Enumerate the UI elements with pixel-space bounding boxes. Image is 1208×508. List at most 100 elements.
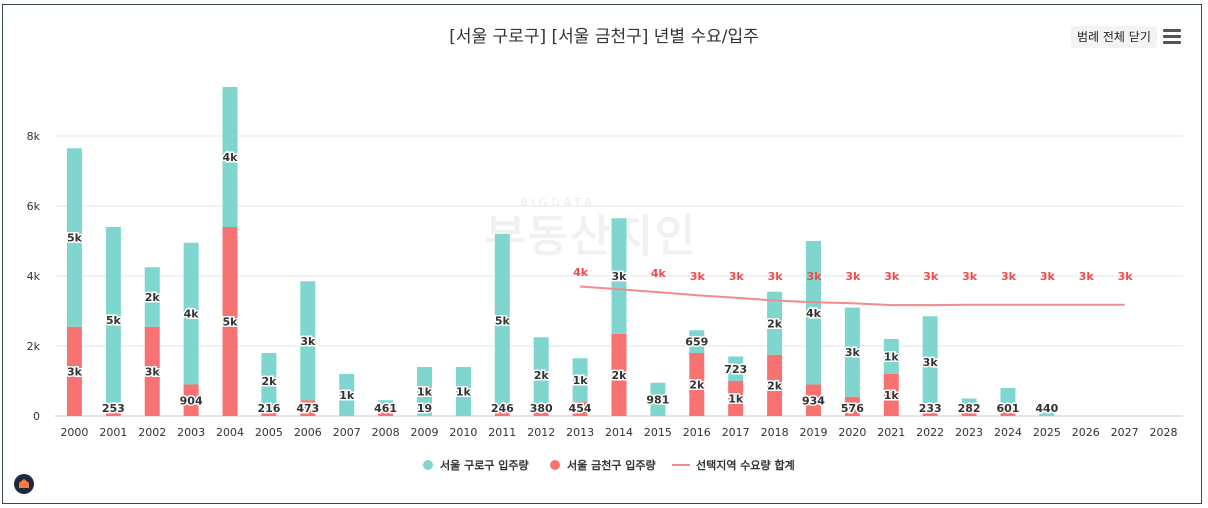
- demand-data-label: 3k: [806, 270, 822, 283]
- bar-data-label: 5k: [65, 230, 84, 246]
- legend-item-geumcheon[interactable]: 서울 금천구 입주량: [550, 458, 656, 472]
- bar-guro: [494, 234, 510, 408]
- bar-geumcheon: [572, 402, 588, 416]
- home-logo-icon[interactable]: [14, 474, 34, 494]
- chart-title: [서울 구로구] [서울 금천구] 년별 수요/입주: [449, 27, 759, 47]
- hamburger-menu-icon[interactable]: [1163, 29, 1181, 45]
- bar-geumcheon: [922, 407, 938, 416]
- demand-data-label: 3k: [845, 270, 861, 283]
- x-tick-label: 2004: [216, 426, 244, 439]
- legend-toggle-button[interactable]: 범례 전체 닫기: [1071, 26, 1157, 48]
- bar-guro: [261, 353, 277, 409]
- x-tick-label: 2002: [138, 426, 166, 439]
- demand-data-label: 4k: [651, 267, 667, 280]
- legend-label-guro: 서울 구로구 입주량: [440, 458, 529, 472]
- x-tick-label: 2026: [1072, 426, 1100, 439]
- bar-data-label: 5k: [493, 313, 512, 329]
- bar-data-label: 246: [489, 401, 515, 417]
- bars: [66, 87, 1055, 416]
- x-tick-label: 2013: [566, 426, 594, 439]
- bar-geumcheon: [533, 412, 549, 416]
- bar-data-label-text: 5k: [106, 314, 122, 327]
- bar-data-label-text: 2k: [145, 291, 161, 304]
- demand-line: [580, 285, 1125, 307]
- bar-guro: [105, 227, 121, 413]
- y-tick-label: 0: [33, 410, 40, 423]
- legend: 서울 구로구 입주량 서울 금천구 입주량 선택지역 수요량 합계: [423, 458, 795, 472]
- bar-guro: [611, 218, 627, 334]
- demand-data-label: 3k: [1118, 270, 1134, 283]
- bar-guro: [339, 374, 355, 416]
- demand-data-label: 3k: [690, 270, 706, 283]
- x-tick-label: 2008: [372, 426, 400, 439]
- bar-geumcheon: [883, 374, 899, 416]
- x-tick-label: 2005: [255, 426, 283, 439]
- x-tick-label: 2003: [177, 426, 205, 439]
- demand-data-label: 3k: [1001, 270, 1017, 283]
- demand-data-label: 3k: [729, 270, 745, 283]
- bar-guro: [144, 267, 160, 327]
- bar-data-label-text: 380: [530, 402, 553, 415]
- y-tick-label: 6k: [27, 200, 41, 213]
- x-tick-label: 2000: [60, 426, 88, 439]
- bar-data-label-text: 461: [374, 402, 397, 415]
- bar-data-label-text: 1k: [456, 386, 472, 399]
- bar-data-label: 1k: [727, 391, 746, 407]
- bar-data-label: 904: [178, 393, 204, 409]
- bar-data-label-text: 5k: [223, 316, 239, 329]
- bar-geumcheon: [378, 403, 394, 416]
- bar-data-label: 2k: [532, 367, 551, 383]
- bar-data-label: 5k: [221, 314, 240, 330]
- bar-data-label-text: 1k: [573, 374, 589, 387]
- bar-data-label-text: 1k: [339, 389, 355, 402]
- bar-data-label-text: 2k: [261, 375, 277, 388]
- bar-data-label-text: 473: [296, 402, 319, 415]
- demand-data-label: 4k: [573, 266, 589, 279]
- bar-guro: [844, 307, 860, 397]
- bar-guro: [572, 358, 588, 402]
- legend-item-guro[interactable]: 서울 구로구 입주량: [423, 458, 529, 472]
- bar-data-label-text: 2k: [612, 369, 628, 382]
- bar-geumcheon: [767, 354, 783, 416]
- bar-data-label-text: 4k: [223, 151, 239, 164]
- legend-label-geumcheon: 서울 금천구 입주량: [567, 458, 656, 472]
- bar-guro: [922, 316, 938, 408]
- x-tick-label: 2012: [527, 426, 555, 439]
- y-axis: 0 2k 4k 6k 8k: [27, 130, 41, 423]
- demand-data-label: 3k: [1040, 270, 1056, 283]
- data-labels: 3k 5k 253 5k 3k 2k 904 4k 5k 4k 216 2k 473 3k 1k 461 19 1…: [65, 150, 1134, 417]
- bar-geumcheon: [728, 381, 744, 416]
- x-tick-label: 2022: [916, 426, 944, 439]
- bar-guro: [961, 398, 977, 406]
- bar-geumcheon: [961, 405, 977, 416]
- bar-data-label-text: 5k: [495, 315, 511, 328]
- bar-geumcheon: [611, 333, 627, 416]
- bar-data-label-text: 981: [646, 393, 669, 406]
- bar-geumcheon: [222, 227, 238, 416]
- bar-geumcheon: [66, 326, 82, 416]
- bar-geumcheon: [105, 412, 121, 416]
- bar-geumcheon: [261, 409, 277, 416]
- bar-data-label: 2k: [766, 378, 785, 394]
- x-tick-label: 2014: [605, 426, 633, 439]
- bar-data-label-text: 3k: [145, 365, 161, 378]
- bar-data-label: 2k: [766, 316, 785, 332]
- x-axis: 2000 2001 2002 2003 2004 2005 2006 2007 2008 2009…: [60, 426, 1177, 439]
- bar-data-label-text: 4k: [184, 308, 200, 321]
- demand-line-path: [580, 285, 1125, 307]
- bar-data-label: 1k: [454, 384, 473, 400]
- x-tick-label: 2019: [799, 426, 827, 439]
- bar-guro: [417, 367, 433, 416]
- bar-data-label: 1k: [416, 384, 435, 400]
- bar-data-label-text: 3k: [612, 270, 628, 283]
- bar-data-label: 2k: [688, 377, 707, 393]
- y-tick-label: 8k: [27, 130, 41, 143]
- bar-data-label-text: 246: [491, 402, 514, 415]
- legend-marker-geumcheon: [550, 460, 560, 470]
- bar-data-label: 2k: [610, 367, 629, 383]
- x-tick-label: 2006: [294, 426, 322, 439]
- legend-item-demand[interactable]: 선택지역 수요량 합계: [672, 458, 795, 472]
- bar-data-label: 3k: [843, 345, 862, 361]
- demand-data-label: 3k: [923, 270, 939, 283]
